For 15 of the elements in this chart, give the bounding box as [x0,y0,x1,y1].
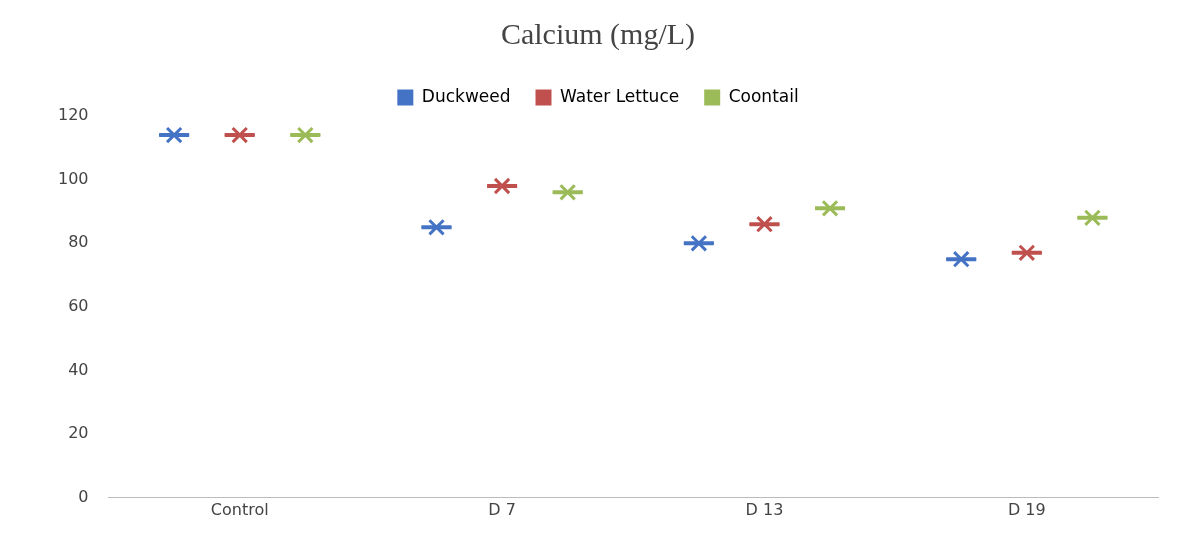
y-tick-label: 60 [68,296,89,316]
chart-title: Calcium (mg/L) [500,16,696,51]
y-tick-label: 100 [57,168,89,188]
y-tick-label: 120 [57,105,89,125]
y-tick-label: 80 [68,232,89,252]
y-tick-label: 0 [78,486,89,506]
legend-label: Water Lettuce [560,85,680,106]
x-tick-label: Control [210,499,269,519]
y-tick-label: 20 [68,423,89,443]
x-tick-label: D 13 [745,499,784,519]
x-tick-label: D 19 [1007,499,1046,519]
x-tick-label: D 7 [488,499,516,519]
y-tick-label: 40 [68,359,89,379]
legend-label: Duckweed [421,85,511,106]
legend-label: Coontail [728,85,799,106]
